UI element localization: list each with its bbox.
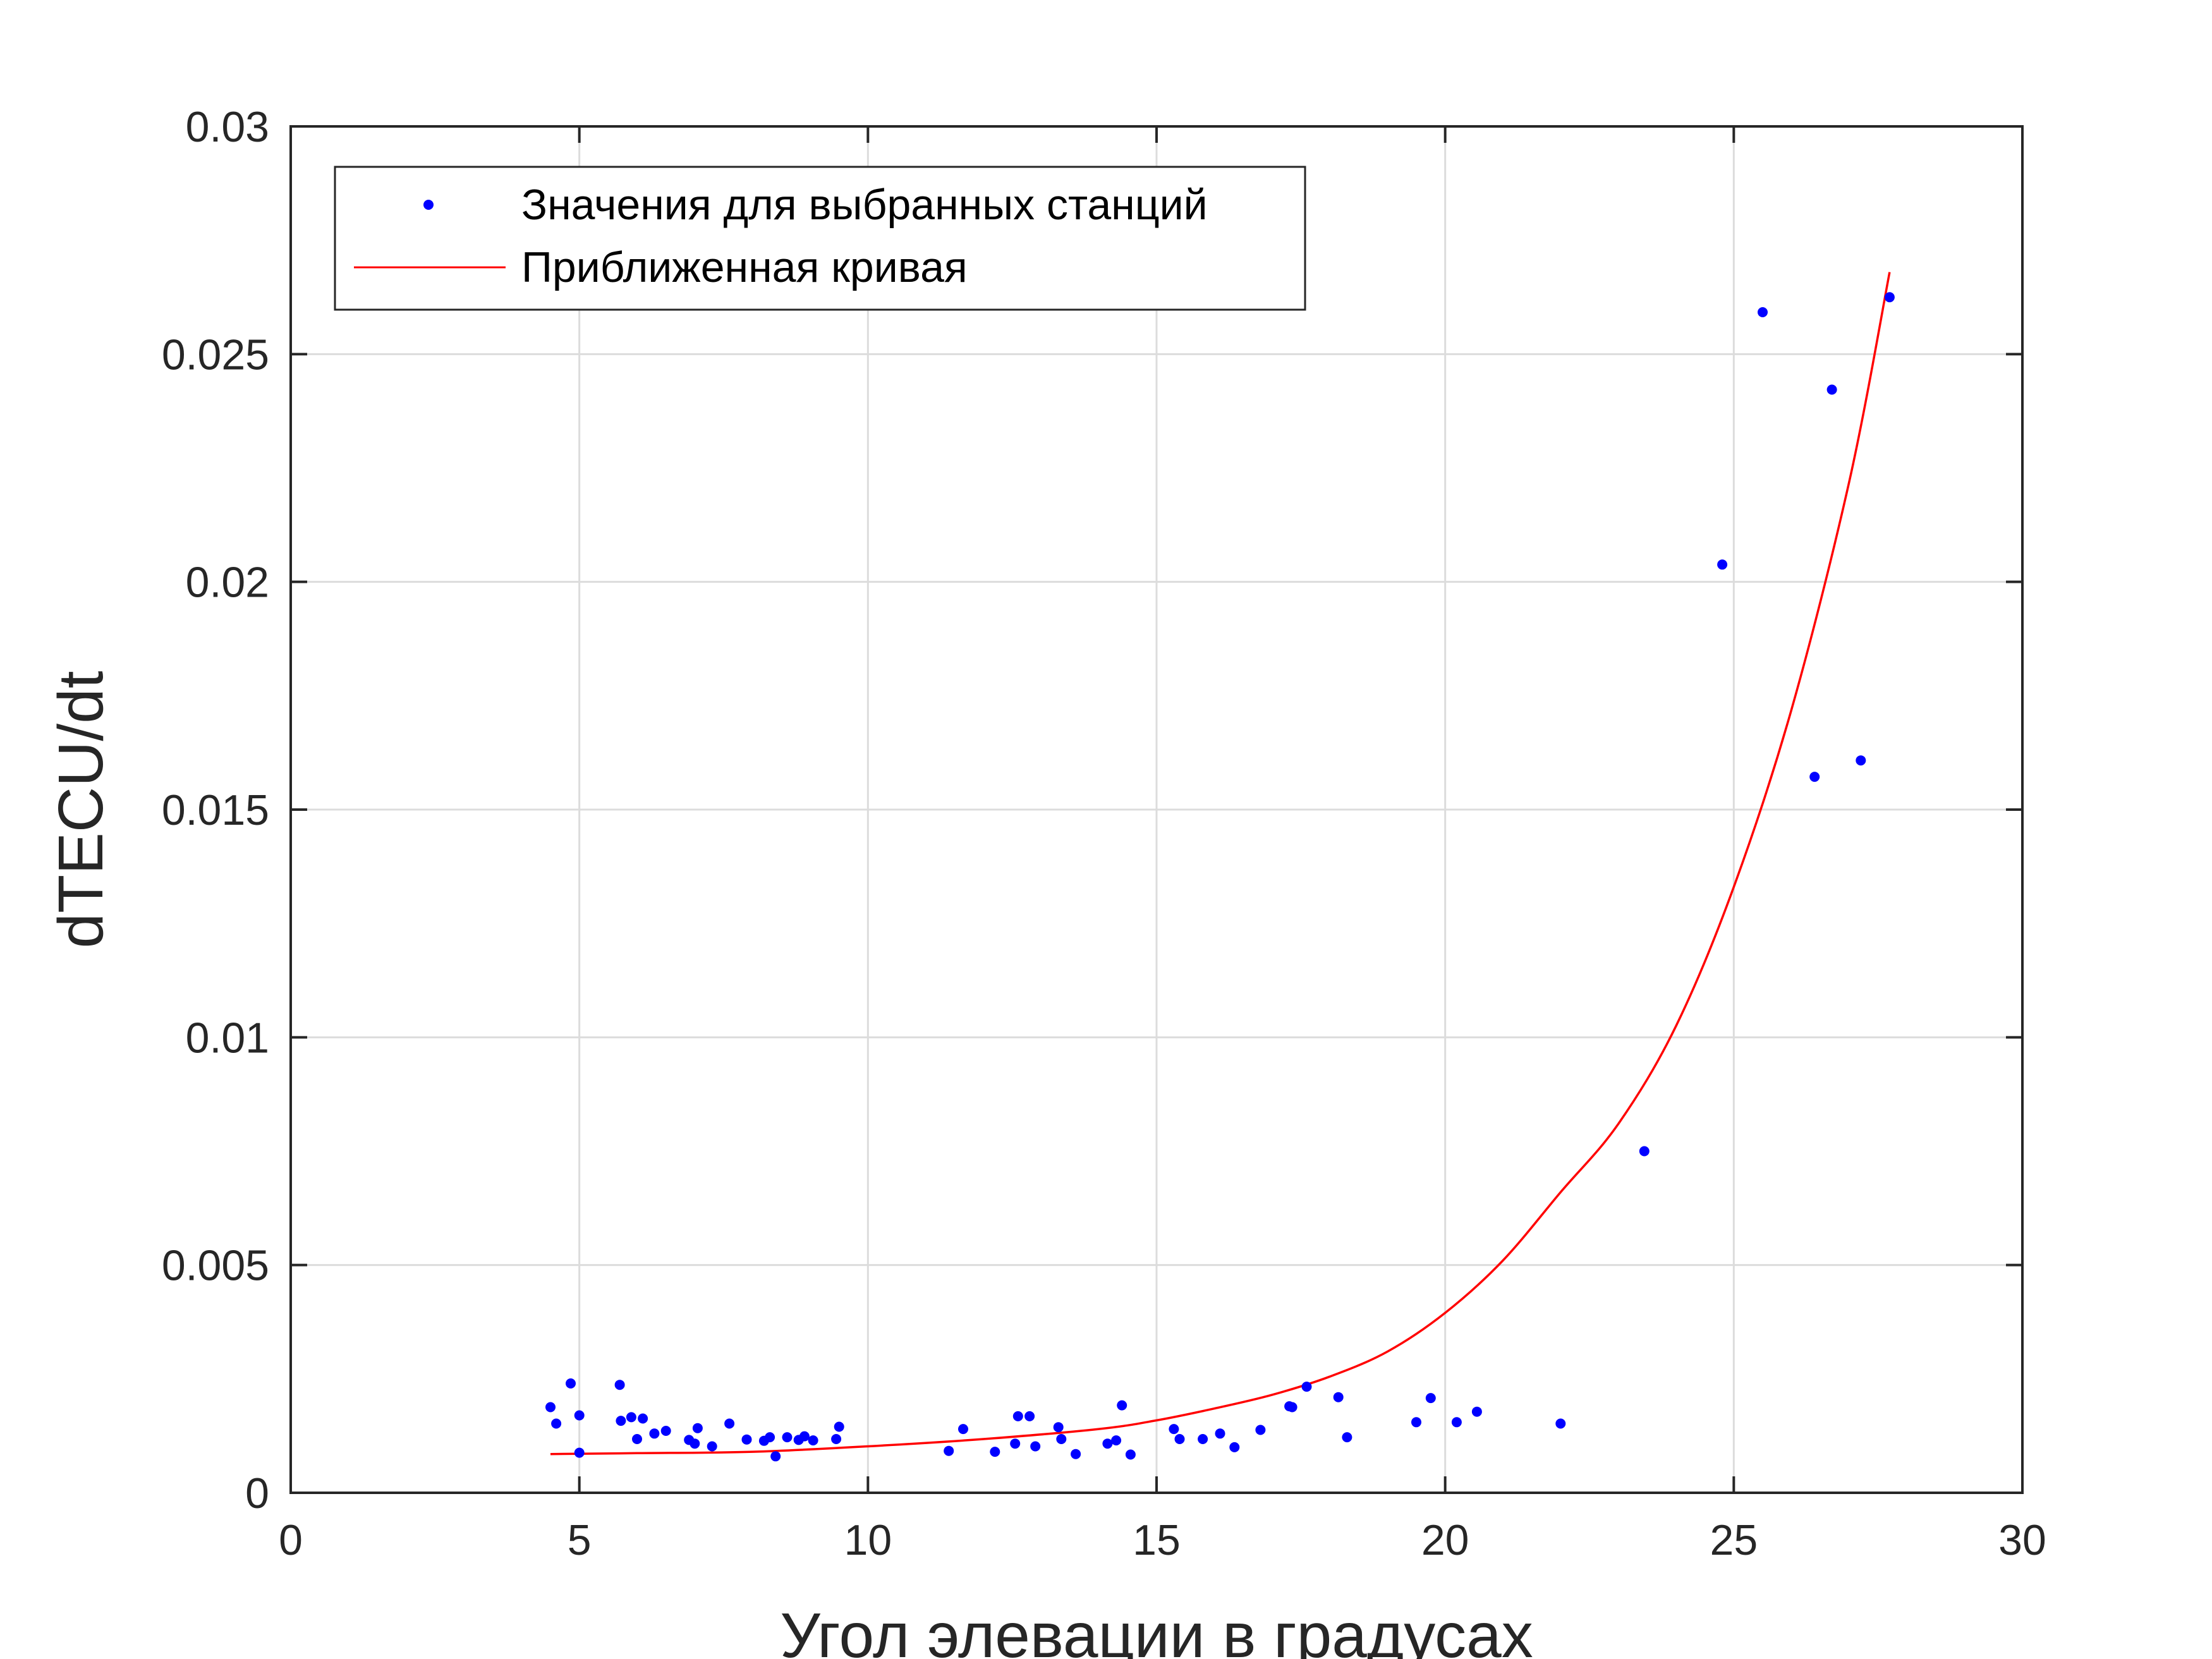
fitted-curve-layer	[550, 272, 1891, 1455]
data-point	[1010, 1438, 1021, 1449]
data-point	[1012, 1411, 1023, 1421]
y-axis-title: dTECU/dt	[46, 671, 116, 948]
x-tick-label: 20	[1421, 1516, 1469, 1564]
data-point	[1826, 384, 1837, 395]
data-point	[1884, 292, 1895, 303]
x-tick-label: 25	[1710, 1516, 1758, 1564]
y-tick-label: 0.025	[162, 331, 269, 379]
y-tick-label: 0.015	[162, 786, 269, 834]
x-axis-title: Угол элевации в градусах	[780, 1600, 1533, 1659]
data-point	[614, 1380, 625, 1390]
fitted-curve	[550, 272, 1891, 1455]
data-point	[1255, 1425, 1266, 1435]
legend-label-points: Значения для выбранных станций	[521, 181, 1208, 229]
data-point	[1809, 772, 1820, 782]
x-axis-ticks: 0 5 10 15 20 25 30	[279, 126, 2046, 1564]
data-point	[1758, 307, 1768, 317]
data-point	[690, 1438, 700, 1449]
data-point	[1717, 559, 1728, 570]
data-point	[626, 1412, 636, 1423]
data-point	[799, 1431, 810, 1442]
data-point	[990, 1447, 1000, 1457]
data-point	[834, 1421, 844, 1432]
y-tick-label: 0.03	[186, 103, 269, 151]
data-point	[1174, 1434, 1185, 1444]
data-point	[741, 1434, 752, 1445]
data-point	[707, 1441, 717, 1452]
data-point	[692, 1423, 703, 1433]
data-point	[724, 1418, 735, 1429]
data-point	[1555, 1418, 1566, 1429]
data-points-layer	[545, 292, 1895, 1462]
data-point	[782, 1432, 793, 1443]
x-tick-label: 15	[1133, 1516, 1181, 1564]
data-point	[1102, 1438, 1113, 1449]
data-point	[1287, 1402, 1297, 1413]
data-point	[1451, 1417, 1462, 1428]
legend-marker-points	[423, 200, 434, 210]
data-point	[1056, 1434, 1067, 1444]
y-tick-label: 0.01	[186, 1014, 269, 1062]
y-tick-label: 0.005	[162, 1242, 269, 1290]
data-point	[566, 1378, 576, 1389]
data-point	[944, 1445, 954, 1456]
data-point	[1169, 1424, 1179, 1435]
data-point	[649, 1428, 660, 1439]
data-point	[1024, 1411, 1035, 1421]
data-point	[574, 1410, 585, 1421]
data-point	[1301, 1382, 1312, 1392]
data-point	[660, 1426, 671, 1436]
data-point	[1411, 1417, 1421, 1428]
data-point	[632, 1434, 642, 1444]
data-point	[551, 1418, 562, 1429]
data-point	[765, 1432, 775, 1443]
y-tick-label: 0.02	[186, 559, 269, 607]
data-point	[1111, 1435, 1122, 1446]
data-point	[808, 1435, 818, 1446]
data-point	[1342, 1432, 1352, 1443]
data-point	[1125, 1449, 1136, 1460]
data-point	[1229, 1442, 1240, 1452]
x-tick-label: 0	[279, 1516, 303, 1564]
data-point	[574, 1447, 585, 1458]
data-point	[1053, 1422, 1064, 1433]
x-tick-label: 5	[568, 1516, 592, 1564]
data-point	[1071, 1449, 1081, 1459]
data-point	[1333, 1392, 1344, 1402]
data-point	[958, 1424, 968, 1435]
data-point	[1198, 1434, 1208, 1444]
y-tick-label: 0	[245, 1469, 269, 1517]
y-axis-ticks: 0 0.005 0.01 0.015 0.02 0.025 0.03	[162, 103, 2022, 1517]
data-point	[1117, 1400, 1127, 1411]
x-tick-label: 30	[1998, 1516, 2046, 1564]
data-point	[770, 1451, 781, 1462]
data-point	[831, 1434, 842, 1444]
data-point	[1425, 1393, 1436, 1404]
legend-box	[334, 166, 1306, 311]
legend: Значения для выбранных станций Приближен…	[334, 166, 1306, 311]
data-point	[616, 1416, 626, 1426]
data-point	[1856, 755, 1866, 766]
data-point	[1639, 1146, 1650, 1157]
x-tick-label: 10	[844, 1516, 892, 1564]
data-point	[1471, 1406, 1482, 1417]
legend-label-curve: Приближенная кривая	[521, 243, 968, 291]
data-point	[545, 1402, 556, 1413]
data-point	[1030, 1441, 1041, 1452]
data-point	[1215, 1428, 1225, 1439]
data-point	[638, 1413, 648, 1424]
